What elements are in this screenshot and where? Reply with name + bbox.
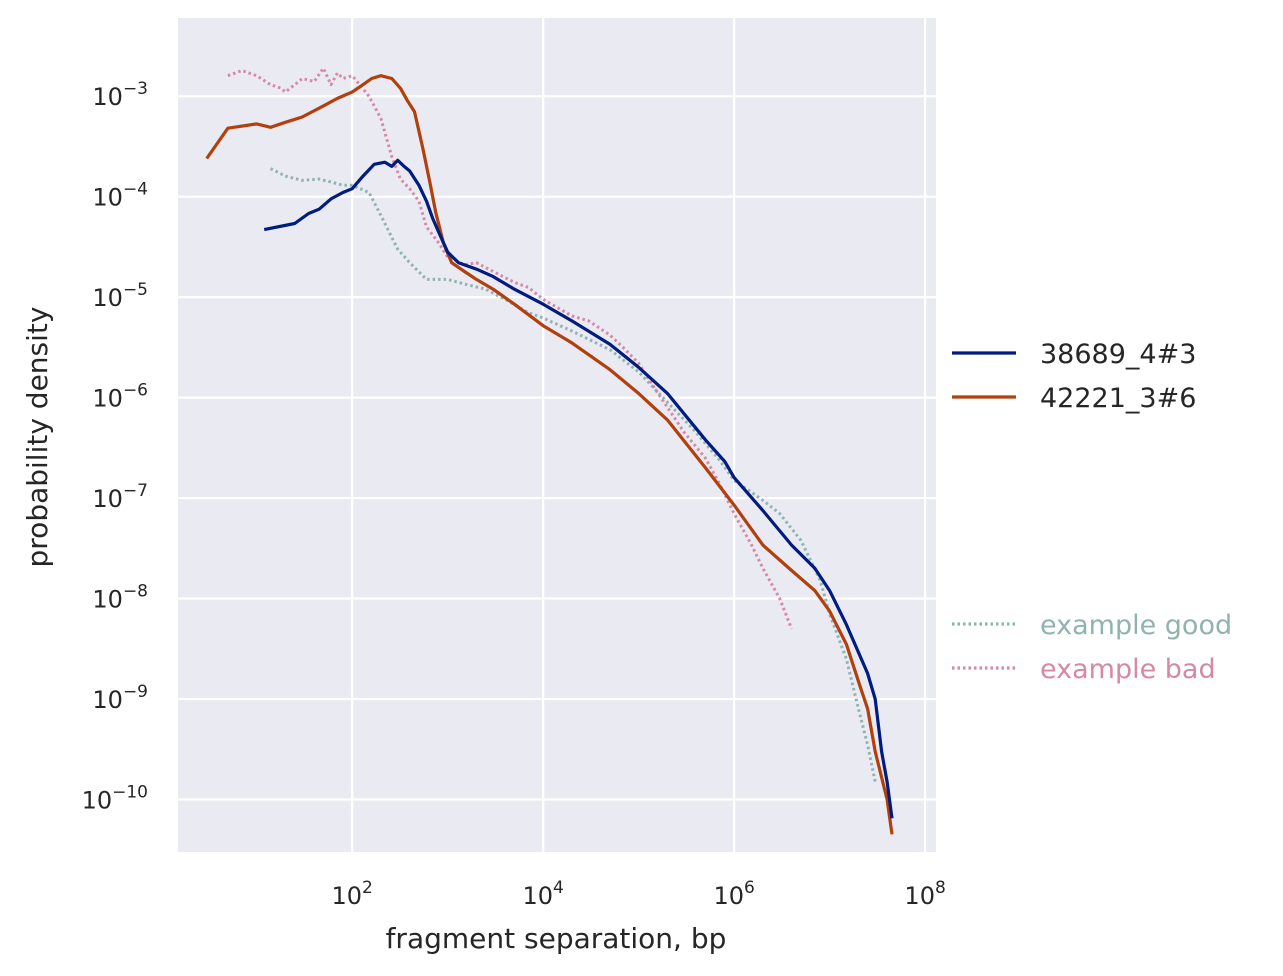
y-tick-exponent: −6	[123, 381, 148, 401]
legend-label: example good	[1040, 610, 1232, 641]
series-line-example-bad	[227, 66, 793, 630]
y-tick-label: 10−9	[92, 682, 148, 714]
series-group	[205, 66, 894, 835]
y-tick-base: 10	[92, 385, 123, 413]
x-tick-label: 104	[522, 878, 563, 910]
x-tick-label: 102	[331, 878, 372, 910]
y-tick-exponent: −3	[123, 79, 148, 99]
y-tick-label: 10−10	[82, 782, 148, 814]
grid-lines	[178, 18, 936, 852]
x-axis-ticks: 102 104 106 108	[331, 878, 945, 910]
y-tick-base: 10	[92, 284, 123, 312]
y-tick-base: 10	[92, 686, 123, 714]
y-tick-base: 10	[92, 184, 123, 212]
y-tick-exponent: −9	[123, 682, 148, 702]
y-tick-label: 10−6	[92, 381, 148, 413]
series-line-42221-3-6	[205, 74, 894, 835]
x-tick-exponent: 8	[935, 878, 946, 898]
x-tick-exponent: 4	[553, 878, 564, 898]
x-tick-exponent: 2	[362, 878, 373, 898]
y-tick-label: 10−5	[92, 280, 148, 312]
y-tick-base: 10	[82, 786, 113, 814]
y-tick-label: 10−3	[92, 79, 148, 111]
y-tick-exponent: −7	[123, 481, 148, 501]
y-tick-label: 10−4	[92, 180, 148, 212]
y-tick-label: 10−7	[92, 481, 148, 513]
legend-label: 42221_3#6	[1040, 383, 1196, 414]
legend-label: 38689_4#3	[1040, 339, 1196, 370]
x-tick-base: 10	[713, 882, 744, 910]
y-tick-exponent: −5	[123, 280, 148, 300]
y-axis-label: probability density	[21, 307, 54, 568]
series-line-example-good	[269, 167, 877, 783]
x-axis-label: fragment separation, bp	[386, 922, 727, 955]
y-tick-base: 10	[92, 485, 123, 513]
x-tick-exponent: 6	[744, 878, 755, 898]
y-tick-exponent: −10	[112, 782, 148, 802]
y-axis-ticks: 10−310−410−510−610−710−810−910−10	[82, 79, 148, 814]
legend-label: example bad	[1040, 654, 1216, 685]
y-tick-base: 10	[92, 586, 123, 614]
x-tick-label: 106	[713, 878, 754, 910]
y-tick-exponent: −8	[123, 582, 148, 602]
y-tick-exponent: −4	[123, 180, 148, 200]
y-tick-base: 10	[92, 83, 123, 111]
series-line-38689-4-3	[263, 158, 894, 819]
x-tick-base: 10	[522, 882, 553, 910]
x-tick-base: 10	[904, 882, 935, 910]
y-tick-label: 10−8	[92, 582, 148, 614]
x-tick-label: 108	[904, 878, 945, 910]
plot-area	[178, 18, 936, 852]
x-tick-base: 10	[331, 882, 362, 910]
